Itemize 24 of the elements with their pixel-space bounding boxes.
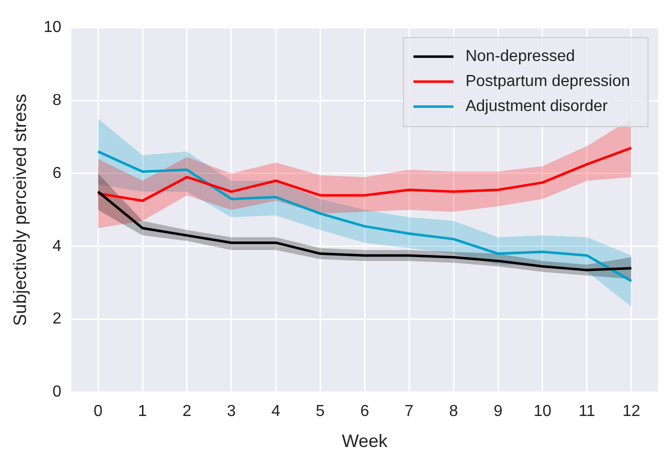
legend-label: Non-depressed <box>465 48 575 66</box>
x-tick-label: 6 <box>360 403 370 420</box>
x-tick-label: 10 <box>534 403 552 420</box>
x-tick-label: 11 <box>578 403 596 420</box>
y-tick-label: 6 <box>52 164 62 182</box>
x-tick-label: 7 <box>404 403 414 420</box>
legend-label: Adjustment disorder <box>465 98 608 116</box>
y-tick-label: 8 <box>52 92 62 109</box>
x-tick-label: 5 <box>316 403 325 420</box>
x-tick-label: 2 <box>182 403 192 420</box>
y-axis-title: Subjectively perceived stress <box>10 94 30 326</box>
legend-label: Postpartum depression <box>465 73 630 90</box>
x-tick-label: 12 <box>622 403 640 420</box>
x-axis-title: Week <box>342 431 389 452</box>
y-tick-label: 10 <box>44 19 62 36</box>
y-tick-label: 4 <box>52 238 62 255</box>
x-tick-label: 8 <box>449 403 458 420</box>
x-tick-label: 0 <box>94 403 103 420</box>
x-tick-label: 4 <box>271 403 280 420</box>
y-tick-label: 0 <box>52 384 62 401</box>
x-tick-label: 9 <box>494 403 503 420</box>
x-tick-label: 3 <box>226 403 236 420</box>
y-tick-label: 2 <box>52 310 62 328</box>
x-tick-label: 1 <box>138 403 148 420</box>
